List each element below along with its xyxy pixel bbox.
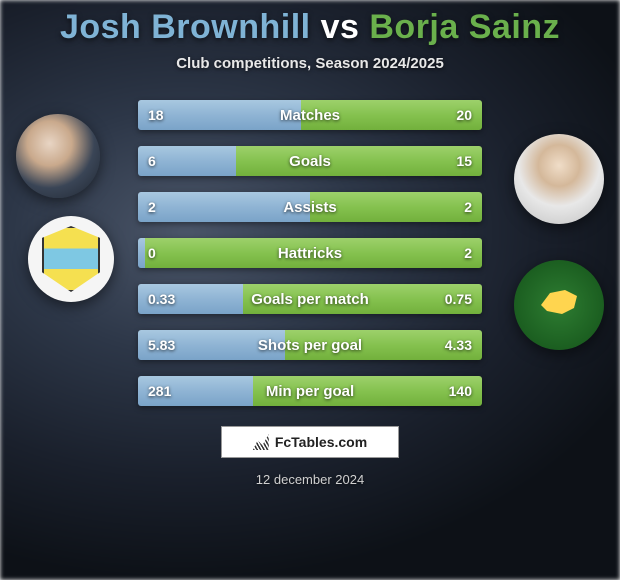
stat-row: Shots per goal5.83 4.33 xyxy=(138,330,482,360)
stat-row: Hattricks0 2 xyxy=(138,238,482,268)
stat-label: Shots per goal xyxy=(138,330,482,360)
site-badge: FcTables.com xyxy=(221,426,399,458)
stat-row: Goals per match0.33 0.75 xyxy=(138,284,482,314)
date-label: 12 december 2024 xyxy=(0,472,620,487)
player1-photo xyxy=(16,114,100,198)
chart-icon xyxy=(253,434,269,450)
page-title: Josh Brownhill vs Borja Sainz xyxy=(0,8,620,47)
stat-value-player2: 15 xyxy=(446,146,482,176)
player2-name: Borja Sainz xyxy=(369,8,560,46)
stat-label: Assists xyxy=(138,192,482,222)
stat-value-player2: 140 xyxy=(439,376,482,406)
stat-value-player1: 0.33 xyxy=(138,284,185,314)
player1-club-badge xyxy=(28,216,114,302)
stat-value-player1: 2 xyxy=(138,192,166,222)
vs-separator: vs xyxy=(321,8,360,46)
stat-label: Hattricks xyxy=(138,238,482,268)
player2-photo xyxy=(514,134,604,224)
stat-value-player1: 281 xyxy=(138,376,181,406)
stat-row: Assists2 2 xyxy=(138,192,482,222)
stat-row: Goals6 15 xyxy=(138,146,482,176)
stats-bars: Matches1820Goals615Assists22Hattricks02G… xyxy=(138,100,482,406)
stat-value-player2: 2 xyxy=(454,192,482,222)
stat-value-player2: 0.75 xyxy=(435,284,482,314)
player2-club-badge xyxy=(514,260,604,350)
player1-name: Josh Brownhill xyxy=(60,8,311,46)
stat-value-player1: 18 xyxy=(138,100,174,130)
comparison-card: Josh Brownhill vs Borja Sainz Club compe… xyxy=(0,0,620,580)
stat-label: Goals xyxy=(138,146,482,176)
stat-value-player2: 20 xyxy=(446,100,482,130)
stat-value-player2: 2 xyxy=(454,238,482,268)
stat-value-player1: 6 xyxy=(138,146,166,176)
stat-value-player2: 4.33 xyxy=(435,330,482,360)
stat-label: Goals per match xyxy=(138,284,482,314)
stat-label: Matches xyxy=(138,100,482,130)
site-name: FcTables.com xyxy=(275,434,367,450)
stat-value-player1: 0 xyxy=(138,238,166,268)
stat-row: Min per goal281 140 xyxy=(138,376,482,406)
stat-label: Min per goal xyxy=(138,376,482,406)
stat-value-player1: 5.83 xyxy=(138,330,185,360)
subtitle: Club competitions, Season 2024/2025 xyxy=(0,55,620,72)
stat-row: Matches18 20 xyxy=(138,100,482,130)
